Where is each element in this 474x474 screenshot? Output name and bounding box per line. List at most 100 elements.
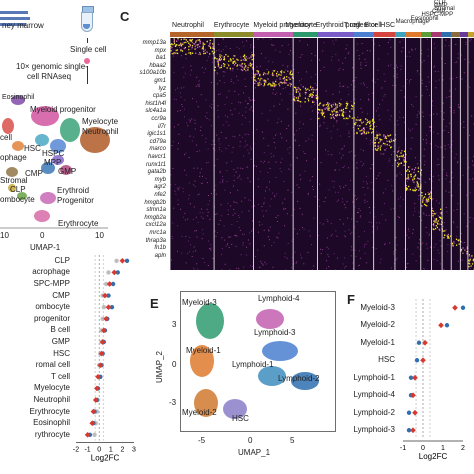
heatmap-cell-high xyxy=(209,53,211,55)
heatmap-cell-low xyxy=(170,174,172,176)
heatmap-cell-low xyxy=(354,86,356,88)
heatmap-cell-low xyxy=(340,135,342,137)
heatmap-cell-high xyxy=(199,39,201,41)
heatmap-cell-low xyxy=(270,156,272,158)
gene-label: marco xyxy=(149,146,166,153)
heatmap-cell-high xyxy=(318,104,320,106)
heatmap-cell-low xyxy=(320,162,322,164)
heatmap-cell-low xyxy=(231,160,233,162)
heatmap-cell-low xyxy=(384,135,386,137)
heatmap-cell-low xyxy=(409,82,410,84)
heatmap-cell-high xyxy=(363,131,365,134)
heatmap-cell-low xyxy=(257,249,259,251)
heatmap-cell-low xyxy=(292,93,294,95)
heatmap-cell-high xyxy=(199,51,201,54)
heatmap-cell-low xyxy=(388,158,390,160)
heatmap-cell-high xyxy=(345,102,347,105)
heatmap-cell-low xyxy=(354,133,355,135)
heatmap-cell-low xyxy=(352,67,354,69)
heatmap-cell-low xyxy=(279,133,281,135)
heatmap-cell-low xyxy=(269,205,271,207)
heatmap-cell-low xyxy=(433,258,435,260)
heatmap-cell-high xyxy=(198,40,200,42)
heatmap-cell-high xyxy=(468,254,470,256)
heatmap-cell-low xyxy=(470,256,472,258)
cluster-color-bar xyxy=(467,32,474,37)
heatmap-cell-high xyxy=(187,40,189,43)
heatmap-cell-high xyxy=(335,111,337,113)
heatmap-cell-low xyxy=(439,240,441,242)
heatmap-cell-low xyxy=(249,109,251,111)
heatmap-cell-high xyxy=(317,112,319,114)
heatmap-cell-low xyxy=(351,246,353,248)
heatmap-cell-low xyxy=(234,136,236,138)
heatmap-cell-low xyxy=(251,77,253,79)
heatmap-cell-low xyxy=(219,80,221,82)
heatmap-cell-high xyxy=(315,89,317,91)
heatmap-cell-high xyxy=(419,188,421,190)
row-label: ombocyte xyxy=(35,302,70,312)
heatmap-cell-high xyxy=(267,78,269,80)
heatmap-cell-low xyxy=(228,125,230,126)
heatmap-cell-low xyxy=(344,235,346,237)
heatmap-cell-high xyxy=(262,73,265,76)
cluster-header-label: HSC xyxy=(380,22,396,29)
zebrafish-icon xyxy=(0,8,30,30)
heatmap-cell-low xyxy=(387,179,389,181)
heatmap-cell-high xyxy=(362,132,364,134)
heatmap-cell-low xyxy=(458,260,459,262)
heatmap-cell-low xyxy=(299,128,301,130)
gene-label: slc4a1a xyxy=(145,108,166,115)
heatmap-cell-low xyxy=(419,249,421,250)
heatmap-cell-high xyxy=(259,74,261,77)
heatmap-cell-low xyxy=(186,122,188,124)
heatmap-cell-low xyxy=(240,65,242,67)
heatmap-cell-high xyxy=(189,45,192,47)
heatmap-cell-low xyxy=(226,162,228,164)
heatmap-cell-high xyxy=(232,67,234,70)
heatmap-cell-low xyxy=(352,89,354,91)
heatmap-cell-low xyxy=(423,148,425,150)
heatmap-cell-low xyxy=(400,196,401,198)
heatmap-cell-low xyxy=(227,243,229,244)
heatmap-cell-low xyxy=(190,69,192,71)
heatmap-cell-low xyxy=(249,181,251,183)
heatmap-cell-high xyxy=(472,259,474,262)
heatmap-cell-high xyxy=(428,200,430,202)
heatmap-cell-high xyxy=(368,132,370,134)
heatmap-cell-high xyxy=(450,235,452,237)
heatmap-cell-high xyxy=(173,38,175,40)
heatmap-cell-low xyxy=(188,119,190,121)
heatmap-cell-high xyxy=(370,124,372,126)
heatmap-cell-low xyxy=(281,99,283,101)
heatmap-cell-high xyxy=(355,119,357,121)
heatmap-cell-high xyxy=(226,67,228,69)
heatmap-cell-high xyxy=(432,212,434,215)
heatmap-cell-low xyxy=(397,151,399,152)
heatmap-cell-low xyxy=(421,82,423,84)
heatmap-cell-low xyxy=(190,244,192,246)
heatmap-cell-high xyxy=(398,164,400,166)
heatmap-cell-high xyxy=(240,59,242,62)
heatmap-cell-high xyxy=(468,262,470,264)
heatmap-cell-low xyxy=(177,189,179,191)
heatmap-cell-low xyxy=(272,266,274,268)
heatmap-cell-high xyxy=(363,127,365,129)
heatmap-cell-low xyxy=(456,61,458,63)
heatmap-cell-low xyxy=(327,154,329,156)
heatmap-cell-low xyxy=(273,137,275,139)
heatmap-cell-high xyxy=(214,66,216,68)
heatmap-cell-low xyxy=(228,66,230,68)
heatmap-cell-high xyxy=(361,129,363,132)
heatmap-cell-high xyxy=(351,105,354,108)
heatmap-cell-low xyxy=(272,92,274,94)
heatmap-cell-low xyxy=(243,45,245,47)
heatmap-cell-high xyxy=(199,53,201,55)
heatmap-cell-low xyxy=(279,103,281,105)
umap-a-xtick-0: 10 xyxy=(0,231,9,240)
heatmap-cell-low xyxy=(268,239,270,241)
heatmap-cell-low xyxy=(407,228,409,230)
heatmap-cell-high xyxy=(388,135,390,137)
gene-label: hmgb2a xyxy=(144,214,166,221)
gene-label: cd79a xyxy=(149,138,166,145)
